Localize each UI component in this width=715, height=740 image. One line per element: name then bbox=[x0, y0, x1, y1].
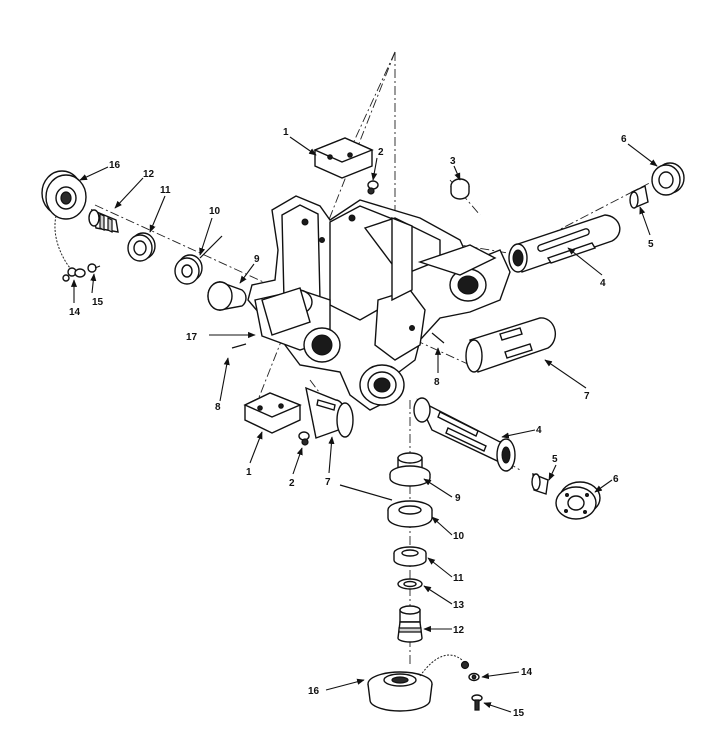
pin-right bbox=[431, 332, 445, 344]
nut-bottom bbox=[393, 546, 427, 567]
callout-13: 13 bbox=[453, 600, 465, 611]
callout-8-left: 8 bbox=[215, 402, 221, 413]
nipple-bottom bbox=[397, 605, 423, 643]
screw-bottom bbox=[471, 694, 483, 711]
washer-left bbox=[74, 268, 86, 278]
callout-4-upper: 4 bbox=[600, 278, 606, 289]
callout-1-lower: 1 bbox=[246, 467, 252, 478]
cover-block-lower bbox=[243, 392, 302, 434]
nipple-left bbox=[88, 208, 119, 233]
callout-2-lower: 2 bbox=[289, 478, 295, 489]
callout-2-upper: 2 bbox=[378, 147, 384, 158]
chain-bottom bbox=[419, 654, 470, 677]
callout-16-bottom: 16 bbox=[308, 686, 320, 697]
callout-15-left: 15 bbox=[92, 297, 104, 308]
callout-12-left: 12 bbox=[143, 169, 155, 180]
end-cap-lower bbox=[555, 481, 601, 520]
cone-upper bbox=[629, 184, 649, 209]
plunger-bottom bbox=[389, 452, 431, 487]
nut-left bbox=[127, 232, 156, 262]
plunger-left bbox=[207, 281, 247, 311]
callout-16-left: 16 bbox=[109, 160, 121, 171]
split-sleeve-left bbox=[305, 386, 354, 439]
callout-7-left: 7 bbox=[325, 477, 331, 488]
callout-5-lower: 5 bbox=[552, 454, 558, 465]
callout-8-right: 8 bbox=[434, 377, 440, 388]
screw-lower bbox=[298, 431, 310, 446]
seal-ring-bottom bbox=[339, 484, 433, 528]
cover-block-upper bbox=[313, 137, 374, 179]
callout-7-right: 7 bbox=[584, 391, 590, 402]
callout-6-upper: 6 bbox=[621, 134, 627, 145]
gasket-bottom bbox=[397, 578, 423, 590]
sleeve-lower bbox=[413, 397, 516, 472]
seal-ring-left bbox=[174, 235, 223, 285]
leader-lines bbox=[70, 136, 658, 713]
callout-14-bottom: 14 bbox=[521, 667, 533, 678]
callout-9-left: 9 bbox=[254, 254, 260, 265]
callout-11-bottom: 11 bbox=[453, 573, 464, 584]
sleeve-upper bbox=[508, 214, 621, 273]
split-sleeve-right bbox=[465, 317, 556, 373]
dust-cap-left bbox=[41, 170, 87, 220]
dust-cap-bottom bbox=[367, 671, 433, 712]
screw-left bbox=[87, 263, 101, 273]
callout-5-upper: 5 bbox=[648, 239, 654, 250]
callout-9-bottom: 9 bbox=[455, 493, 461, 504]
callout-labels: 1 2 3 6 5 4 7 8 8 17 9 10 11 12 16 15 14… bbox=[69, 127, 654, 719]
callout-17: 17 bbox=[186, 332, 198, 343]
pin-left bbox=[231, 343, 247, 349]
callout-11-left: 11 bbox=[160, 185, 171, 196]
callout-10-left: 10 bbox=[209, 206, 221, 217]
callout-6-lower: 6 bbox=[613, 474, 619, 485]
washer-bottom bbox=[468, 672, 480, 682]
callout-4-lower: 4 bbox=[536, 425, 542, 436]
end-cap-upper bbox=[651, 162, 685, 196]
callout-14-left: 14 bbox=[69, 307, 81, 318]
callout-3: 3 bbox=[450, 156, 456, 167]
cone-lower bbox=[531, 472, 549, 495]
housing-boss-left bbox=[261, 287, 311, 336]
callout-10-bottom: 10 bbox=[453, 531, 465, 542]
plug bbox=[450, 178, 470, 200]
screw-upper bbox=[367, 180, 379, 195]
chain-left bbox=[54, 215, 77, 282]
callout-12-bottom: 12 bbox=[453, 625, 465, 636]
callout-1-upper: 1 bbox=[283, 127, 289, 138]
callout-15-bottom: 15 bbox=[513, 708, 525, 719]
